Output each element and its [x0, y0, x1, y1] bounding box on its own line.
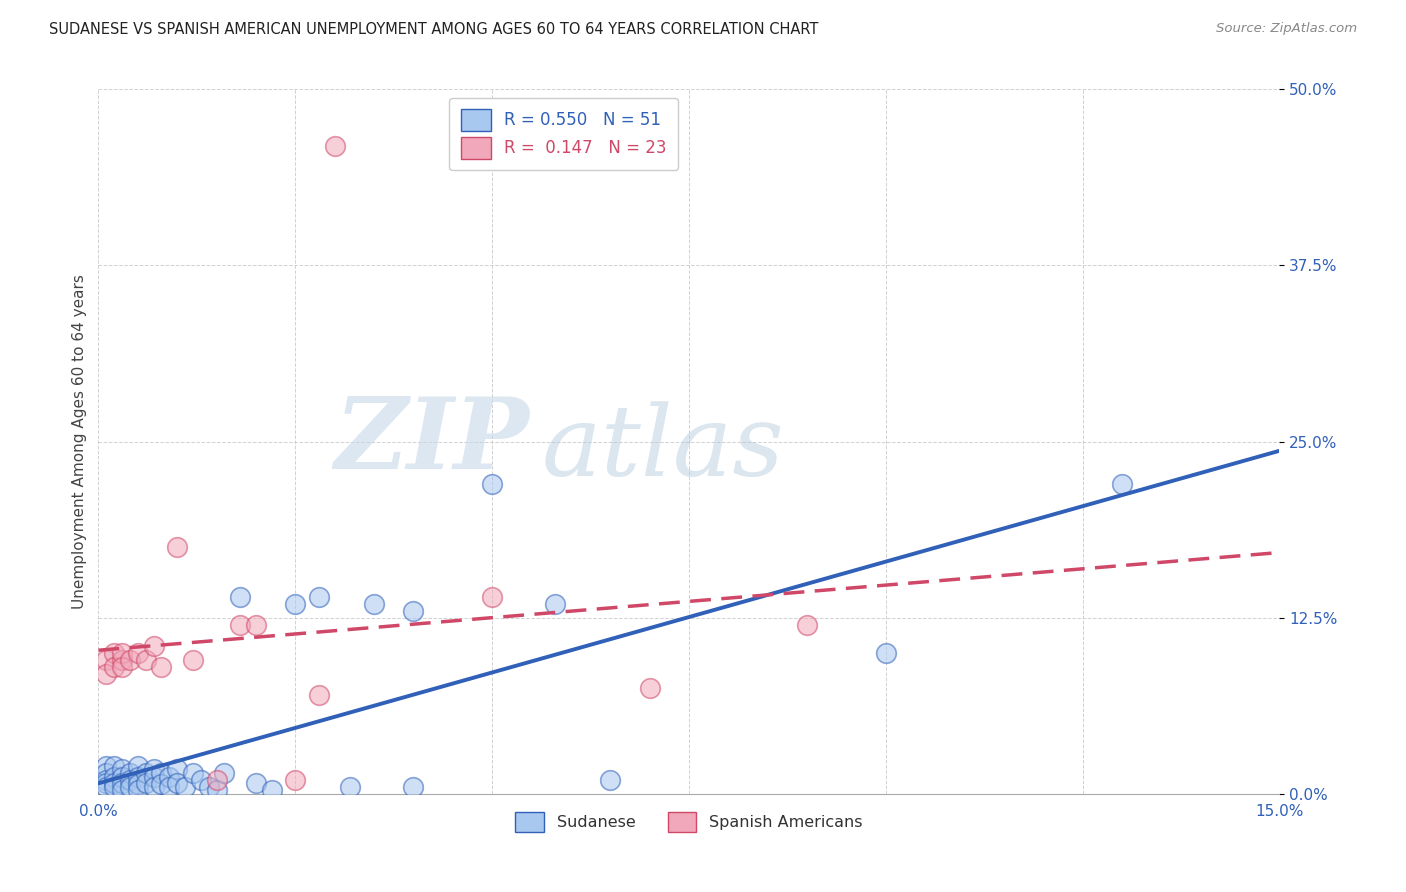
Point [118, 780, 141, 794]
Point [127, 770, 149, 784]
Point [308, 590, 330, 604]
Point [127, 646, 149, 660]
Point [284, 597, 307, 611]
Point [339, 780, 361, 794]
Point [96, 780, 118, 794]
Point [245, 617, 267, 632]
Text: atlas: atlas [541, 401, 785, 496]
Point [111, 653, 134, 667]
Text: Source: ZipAtlas.com: Source: ZipAtlas.com [1216, 22, 1357, 36]
Point [166, 541, 188, 555]
Point [111, 762, 134, 776]
Point [103, 660, 125, 674]
Point [638, 681, 661, 696]
Point [103, 758, 125, 772]
Point [599, 772, 621, 787]
Point [229, 617, 252, 632]
Point [150, 777, 173, 791]
Point [181, 653, 204, 667]
Point [96, 667, 118, 681]
Point [323, 138, 346, 153]
Point [118, 765, 141, 780]
Point [402, 780, 425, 794]
Point [205, 772, 228, 787]
Point [402, 604, 425, 618]
Point [166, 775, 188, 789]
Y-axis label: Unemployment Among Ages 60 to 64 years: Unemployment Among Ages 60 to 64 years [72, 274, 87, 609]
Point [197, 780, 219, 794]
Point [103, 770, 125, 784]
Point [245, 775, 267, 789]
Point [111, 646, 134, 660]
Point [796, 617, 818, 632]
Point [284, 772, 307, 787]
Text: SUDANESE VS SPANISH AMERICAN UNEMPLOYMENT AMONG AGES 60 TO 64 YEARS CORRELATION : SUDANESE VS SPANISH AMERICAN UNEMPLOYMEN… [49, 22, 818, 37]
Point [260, 782, 283, 797]
Point [157, 770, 180, 784]
Point [181, 765, 204, 780]
Point [135, 653, 157, 667]
Point [481, 476, 503, 491]
Point [111, 770, 134, 784]
Point [96, 775, 118, 789]
Point [481, 590, 503, 604]
Point [875, 646, 897, 660]
Point [127, 758, 149, 772]
Point [150, 660, 173, 674]
Point [142, 639, 165, 653]
Point [166, 762, 188, 776]
Point [135, 765, 157, 780]
Point [142, 770, 165, 784]
Point [214, 765, 236, 780]
Point [103, 646, 125, 660]
Point [96, 765, 118, 780]
Legend: Sudanese, Spanish Americans: Sudanese, Spanish Americans [509, 805, 869, 838]
Point [96, 772, 118, 787]
Point [96, 653, 118, 667]
Point [308, 688, 330, 702]
Point [111, 782, 134, 797]
Point [205, 782, 228, 797]
Point [135, 775, 157, 789]
Text: ZIP: ZIP [335, 393, 530, 490]
Point [142, 780, 165, 794]
Point [150, 765, 173, 780]
Point [96, 758, 118, 772]
Point [103, 780, 125, 794]
Point [127, 777, 149, 791]
Point [118, 772, 141, 787]
Point [118, 653, 141, 667]
Point [190, 772, 212, 787]
Point [103, 775, 125, 789]
Point [111, 775, 134, 789]
Point [363, 597, 385, 611]
Point [157, 780, 180, 794]
Point [142, 762, 165, 776]
Point [127, 782, 149, 797]
Point [174, 780, 197, 794]
Point [1111, 476, 1133, 491]
Point [544, 597, 567, 611]
Point [111, 660, 134, 674]
Point [229, 590, 252, 604]
